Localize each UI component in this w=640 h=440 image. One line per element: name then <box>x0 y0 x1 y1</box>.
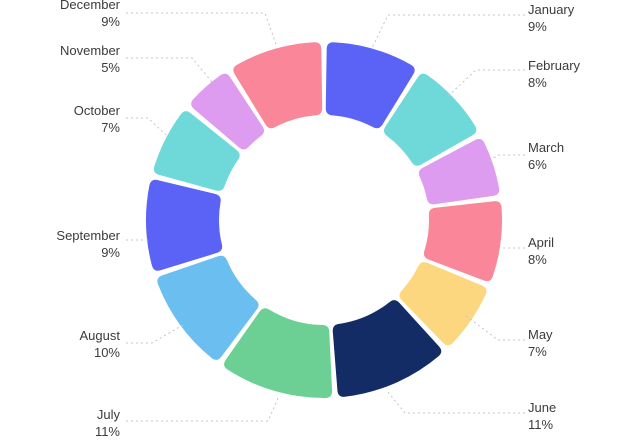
slice-august <box>157 255 259 360</box>
leader-line-march <box>487 154 525 163</box>
label-november: November <box>60 43 121 58</box>
value-label-march: 6% <box>528 157 547 172</box>
slice-may <box>399 262 487 346</box>
leader-line-july <box>126 395 280 422</box>
value-label-january: 9% <box>528 19 547 34</box>
value-label-may: 7% <box>528 344 547 359</box>
label-december: December <box>60 0 121 12</box>
slice-april <box>423 201 503 282</box>
value-label-july: 11% <box>95 424 120 439</box>
labels-group: January 9% February 8% March 6% April 8% May 7% Ju… <box>56 0 580 439</box>
slice-july <box>224 308 333 398</box>
leader-lines-group <box>126 12 525 422</box>
value-label-september: 9% <box>101 245 120 260</box>
label-april: April <box>528 235 554 250</box>
value-label-april: 8% <box>528 252 547 267</box>
slice-october <box>153 111 240 191</box>
label-august: August <box>80 328 121 343</box>
label-july: July <box>97 407 121 422</box>
slice-february <box>383 73 477 166</box>
value-label-february: 8% <box>528 75 547 90</box>
slice-november <box>191 73 265 150</box>
slice-january <box>325 42 415 129</box>
value-label-august: 10% <box>94 345 120 360</box>
label-february: February <box>528 58 581 73</box>
leader-line-february <box>445 69 525 99</box>
leader-line-january <box>371 14 525 49</box>
slice-march <box>418 138 500 205</box>
label-october: October <box>74 103 121 118</box>
leader-line-december <box>126 12 278 48</box>
slice-june <box>332 300 442 397</box>
leader-line-october <box>126 117 167 136</box>
slice-september <box>145 179 223 271</box>
slice-december <box>233 42 323 129</box>
value-label-november: 5% <box>101 60 120 75</box>
leader-line-may <box>465 315 525 341</box>
label-september: September <box>56 228 120 243</box>
slices-group <box>145 42 503 398</box>
label-january: January <box>528 2 575 17</box>
value-label-october: 7% <box>101 120 120 135</box>
leader-line-june <box>387 391 525 414</box>
value-label-december: 9% <box>101 14 120 29</box>
label-may: May <box>528 327 553 342</box>
label-june: June <box>528 400 556 415</box>
leader-line-november <box>126 57 213 83</box>
leader-line-august <box>126 324 184 344</box>
label-march: March <box>528 140 564 155</box>
value-label-june: 11% <box>528 417 553 432</box>
